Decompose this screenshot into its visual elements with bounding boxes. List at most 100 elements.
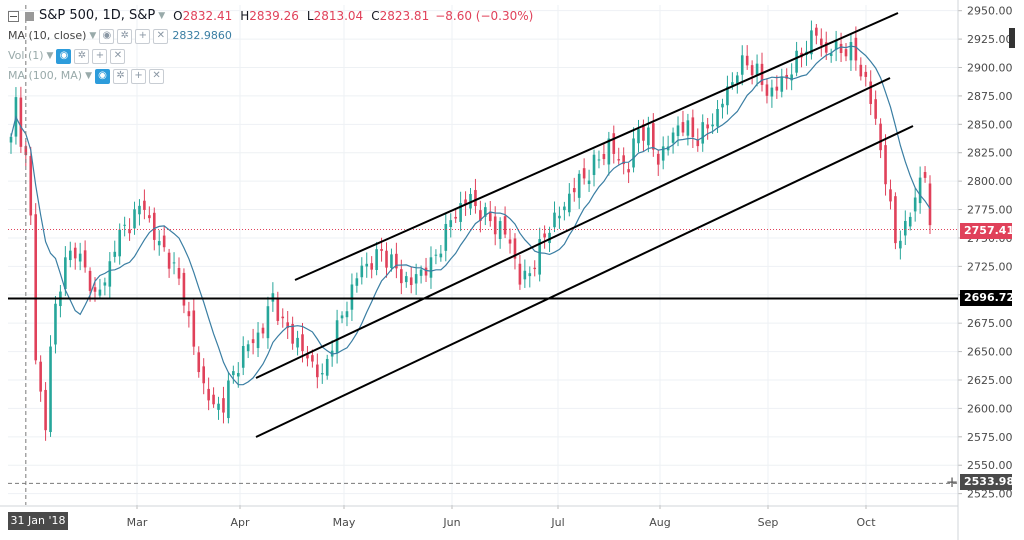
candle-body[interactable] [395,253,398,269]
candle-body[interactable] [444,223,448,251]
candle-body[interactable] [29,155,33,216]
close-icon[interactable]: ✕ [153,28,169,44]
candle-body[interactable] [671,132,675,143]
candle-body[interactable] [508,239,512,244]
candle-body[interactable] [143,200,146,210]
candle-body[interactable] [750,65,754,76]
candle-body[interactable] [400,269,403,284]
candle-body[interactable] [365,263,369,267]
candle-body[interactable] [439,253,443,258]
candle-body[interactable] [760,63,764,85]
candle-body[interactable] [370,263,373,270]
candle-body[interactable] [652,123,655,150]
candle-body[interactable] [795,50,798,73]
trend-channel-line[interactable] [255,77,891,379]
symbol-label[interactable]: S&P 500, 1D, S&P [39,8,156,23]
candle-body[interactable] [844,49,848,57]
candle-body[interactable] [123,224,126,226]
candle-body[interactable] [246,344,250,352]
candle-body[interactable] [918,177,922,204]
candle-body[interactable] [9,136,13,143]
candle-body[interactable] [103,282,107,286]
candle-body[interactable] [207,388,210,401]
candle-body[interactable] [335,320,339,353]
candle-body[interactable] [894,196,897,244]
candle-body[interactable] [88,270,92,291]
candle-body[interactable] [320,373,324,375]
candle-body[interactable] [217,403,220,410]
candle-body[interactable] [54,303,57,345]
candle-body[interactable] [864,71,868,77]
candle-body[interactable] [355,278,359,286]
trend-channel-line[interactable] [255,125,914,438]
candle-body[interactable] [78,253,82,262]
plus-icon[interactable]: + [135,28,151,44]
candle-body[interactable] [49,346,52,433]
candle-body[interactable] [464,199,467,205]
candle-body[interactable] [518,263,522,285]
candle-body[interactable] [261,327,265,334]
candle-body[interactable] [409,277,413,286]
candle-body[interactable] [316,364,319,378]
candle-body[interactable] [839,43,843,54]
candle-body[interactable] [691,117,695,138]
candle-body[interactable] [815,27,818,36]
candle-body[interactable] [543,233,546,238]
candle-body[interactable] [34,214,38,361]
candle-body[interactable] [745,55,749,66]
candle-body[interactable] [484,207,487,217]
eye-icon[interactable]: ◉ [56,48,72,64]
candle-body[interactable] [232,371,235,376]
candle-body[interactable] [266,306,270,339]
candle-body[interactable] [419,269,423,276]
candle-body[interactable] [740,55,744,75]
gear-icon[interactable]: ✲ [117,28,133,44]
candle-body[interactable] [859,64,863,77]
candle-body[interactable] [39,361,42,392]
candle-body[interactable] [271,293,275,302]
candle-body[interactable] [829,53,833,56]
candle-body[interactable] [113,251,117,257]
candle-body[interactable] [731,82,734,86]
candle-body[interactable] [899,240,902,249]
candle-body[interactable] [889,189,892,202]
chevron-down-icon[interactable]: ▼ [89,31,97,41]
candle-body[interactable] [627,169,630,173]
candle-body[interactable] [854,37,858,61]
candle-body[interactable] [404,276,408,283]
candle-body[interactable] [182,272,186,306]
candle-body[interactable] [903,220,907,236]
add-alert-plus-icon[interactable]: + [945,473,959,491]
candle-body[interactable] [874,99,877,119]
candle-body[interactable] [716,108,719,127]
candle-body[interactable] [429,257,433,278]
candle-body[interactable] [780,76,784,92]
candle-body[interactable] [474,190,477,207]
candle-body[interactable] [64,257,67,290]
candle-body[interactable] [172,262,176,264]
candle-body[interactable] [19,97,23,147]
candle-body[interactable] [558,215,561,219]
candle-body[interactable] [414,274,418,284]
candle-body[interactable] [152,212,156,240]
chevron-down-icon[interactable]: ▼ [85,71,93,81]
candle-body[interactable] [375,249,378,270]
candle-body[interactable] [582,168,586,179]
candle-body[interactable] [291,323,294,344]
candle-body[interactable] [553,212,556,228]
candle-body[interactable] [73,247,77,259]
candle-body[interactable] [617,159,621,161]
candle-body[interactable] [241,345,245,368]
candle-body[interactable] [83,250,87,268]
candle-body[interactable] [647,127,650,146]
trend-channel-line[interactable] [294,12,899,281]
candle-body[interactable] [93,287,97,292]
candle-body[interactable] [138,205,141,215]
candle-body[interactable] [533,267,537,270]
candle-body[interactable] [385,250,388,268]
candle-body[interactable] [563,206,566,211]
candle-body[interactable] [528,273,532,277]
candle-body[interactable] [133,209,136,229]
candle-body[interactable] [602,154,606,160]
